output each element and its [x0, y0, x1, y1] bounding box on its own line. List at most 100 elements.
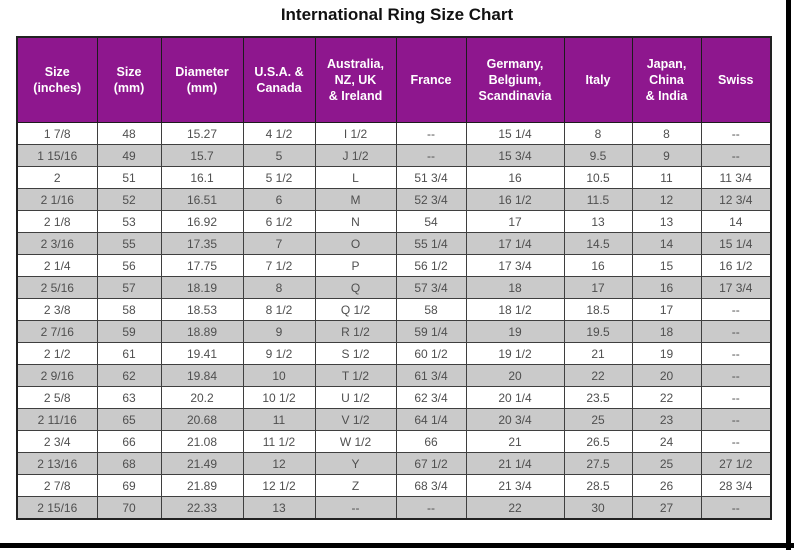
cell: 20.68 — [160, 408, 244, 431]
cell: O — [314, 232, 397, 255]
cell: 57 3/4 — [395, 276, 467, 299]
cell: 8 — [242, 276, 316, 299]
column-header-size-inches: Size (inches) — [16, 36, 98, 123]
table-row: 2 5/16 57 18.19 8 Q 57 3/4 18 17 16 17 3/4 — [16, 276, 772, 299]
cell: 56 — [96, 254, 162, 277]
cell: 20.2 — [160, 386, 244, 409]
table-row: 2 1/8 53 16.92 6 1/2 N 54 17 13 13 14 — [16, 210, 772, 233]
cell: 10 — [242, 364, 316, 387]
cell: 19 1/2 — [465, 342, 565, 365]
table-row: 2 1/4 56 17.75 7 1/2 P 56 1/2 17 3/4 16 15 16 1/2 — [16, 254, 772, 277]
cell: -- — [700, 408, 772, 431]
table-row: 1 7/8 48 15.27 4 1/2 I 1/2 -- 15 1/4 8 8 -- — [16, 122, 772, 145]
cell: 51 — [96, 166, 162, 189]
cell: 58 — [395, 298, 467, 321]
table-row: 2 3/16 55 17.35 7 O 55 1/4 17 1/4 14.5 14 15 1/4 — [16, 232, 772, 255]
table-row: 2 1/16 52 16.51 6 M 52 3/4 16 1/2 11.5 12 12 3/4 — [16, 188, 772, 211]
cell: 11 — [242, 408, 316, 431]
cell: I 1/2 — [314, 122, 397, 145]
cell: 48 — [96, 122, 162, 145]
cell: 12 — [631, 188, 702, 211]
cell: 17.75 — [160, 254, 244, 277]
cell: 2 5/8 — [16, 386, 98, 409]
cell: 59 1/4 — [395, 320, 467, 343]
cell: 66 — [96, 430, 162, 453]
cell: 23 — [631, 408, 702, 431]
cell: 24 — [631, 430, 702, 453]
cell: M — [314, 188, 397, 211]
cell: 18.5 — [563, 298, 633, 321]
cell: 1 15/16 — [16, 144, 98, 167]
cell: 27 1/2 — [700, 452, 772, 475]
cell: 21 3/4 — [465, 474, 565, 497]
cell: 10 1/2 — [242, 386, 316, 409]
cell: Q — [314, 276, 397, 299]
cell: -- — [700, 298, 772, 321]
cell: 8 — [631, 122, 702, 145]
table-row: 2 1/2 61 19.41 9 1/2 S 1/2 60 1/2 19 1/2 21 19 -- — [16, 342, 772, 365]
cell: 20 — [631, 364, 702, 387]
cell: 8 1/2 — [242, 298, 316, 321]
cell: 25 — [563, 408, 633, 431]
cell: 52 — [96, 188, 162, 211]
cell: 16 — [563, 254, 633, 277]
cell: 9 — [242, 320, 316, 343]
cell: 14.5 — [563, 232, 633, 255]
cell: 17 — [563, 276, 633, 299]
cell: -- — [700, 430, 772, 453]
cell: 5 — [242, 144, 316, 167]
column-header-size-mm: Size (mm) — [96, 36, 162, 123]
cell: 10.5 — [563, 166, 633, 189]
cell: -- — [700, 144, 772, 167]
cell: 21 — [465, 430, 565, 453]
cell: 66 — [395, 430, 467, 453]
cell: -- — [700, 320, 772, 343]
cell: 16 — [465, 166, 565, 189]
cell: 64 1/4 — [395, 408, 467, 431]
cell: -- — [395, 496, 467, 520]
cell: 6 — [242, 188, 316, 211]
cell: 11 1/2 — [242, 430, 316, 453]
cell: 15 3/4 — [465, 144, 565, 167]
cell: -- — [314, 496, 397, 520]
cell: R 1/2 — [314, 320, 397, 343]
cell: 5 1/2 — [242, 166, 316, 189]
cell: 16 — [631, 276, 702, 299]
cell: Z — [314, 474, 397, 497]
cell: 9.5 — [563, 144, 633, 167]
cell: 16.1 — [160, 166, 244, 189]
cell: 17 3/4 — [465, 254, 565, 277]
cell: 55 1/4 — [395, 232, 467, 255]
column-header-italy: Italy — [563, 36, 633, 123]
cell: 65 — [96, 408, 162, 431]
table-row: 2 7/16 59 18.89 9 R 1/2 59 1/4 19 19.5 18 -- — [16, 320, 772, 343]
cell: 19 — [631, 342, 702, 365]
cell: 2 3/16 — [16, 232, 98, 255]
table-row: 2 11/16 65 20.68 11 V 1/2 64 1/4 20 3/4 25 23 -- — [16, 408, 772, 431]
cell: 18 — [465, 276, 565, 299]
cell: P — [314, 254, 397, 277]
cell: 2 3/4 — [16, 430, 98, 453]
cell: 28.5 — [563, 474, 633, 497]
cell: N — [314, 210, 397, 233]
cell: 17 — [465, 210, 565, 233]
cell: 57 — [96, 276, 162, 299]
cell: 12 — [242, 452, 316, 475]
cell: 27 — [631, 496, 702, 520]
cell: 7 1/2 — [242, 254, 316, 277]
cell: 2 3/8 — [16, 298, 98, 321]
cell: 62 3/4 — [395, 386, 467, 409]
cell: -- — [395, 144, 467, 167]
cell: 63 — [96, 386, 162, 409]
cell: 14 — [700, 210, 772, 233]
cell: T 1/2 — [314, 364, 397, 387]
cell: 20 3/4 — [465, 408, 565, 431]
cell: Y — [314, 452, 397, 475]
right-edge-line — [786, 0, 791, 550]
cell: 21.49 — [160, 452, 244, 475]
cell: 68 — [96, 452, 162, 475]
cell: V 1/2 — [314, 408, 397, 431]
cell: 11.5 — [563, 188, 633, 211]
cell: 17.35 — [160, 232, 244, 255]
